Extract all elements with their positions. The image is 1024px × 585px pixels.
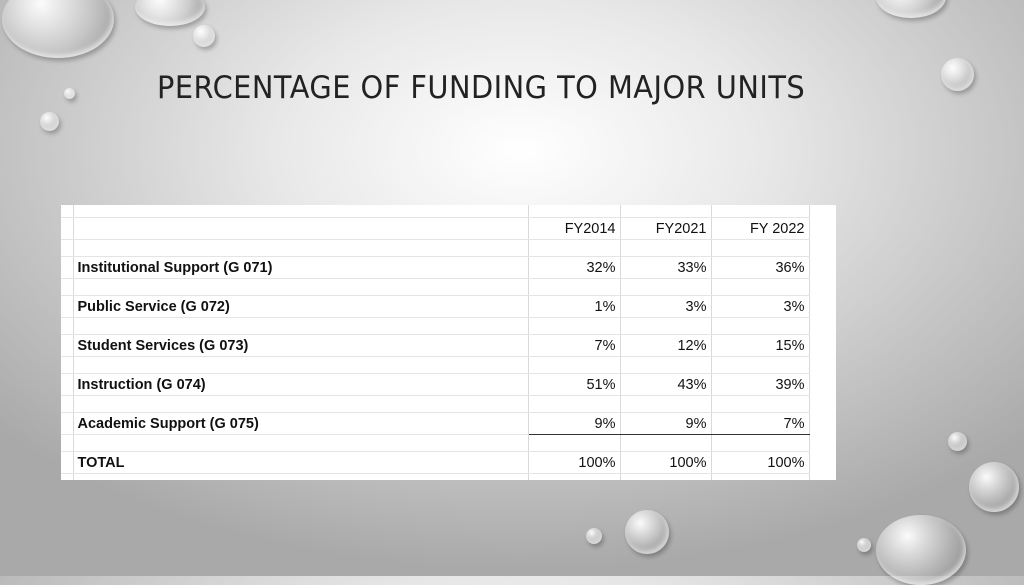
table-cell: 1% [528, 295, 621, 318]
water-drop-decoration [876, 515, 966, 585]
water-drop-decoration [876, 0, 946, 18]
table-cell: 15% [711, 334, 810, 357]
table-cell: 33% [620, 256, 712, 279]
table-cell: 100% [528, 451, 621, 474]
row-label: TOTAL [73, 451, 529, 474]
table-cell: 3% [711, 295, 810, 318]
column-header: FY2014 [528, 217, 621, 240]
slide-title: PERCENTAGE OF FUNDING TO MAJOR UNITS [157, 70, 806, 106]
table-cell: 7% [711, 412, 810, 435]
table-cell: 9% [528, 412, 621, 435]
water-drop-decoration [857, 538, 871, 552]
row-label: Institutional Support (G 071) [73, 256, 529, 279]
water-drop-decoration [941, 58, 974, 91]
row-label: Public Service (G 072) [73, 295, 529, 318]
table-cell: 7% [528, 334, 621, 357]
table-cell: 100% [711, 451, 810, 474]
table-cell: 36% [711, 256, 810, 279]
water-drop-decoration [969, 462, 1019, 512]
table-cell: 9% [620, 412, 712, 435]
funding-table-image: FY2014 FY2021 FY 2022 Institutional Supp… [61, 205, 836, 480]
table-cell: 32% [528, 256, 621, 279]
water-drop-decoration [586, 528, 602, 544]
table-row: Institutional Support (G 071) 32% 33% 36… [61, 256, 810, 279]
row-label: Instruction (G 074) [73, 373, 529, 396]
table-row: Student Services (G 073) 7% 12% 15% [61, 334, 810, 357]
table-spacer-row [61, 205, 810, 218]
row-label: Academic Support (G 075) [73, 412, 529, 435]
table-cell: 39% [711, 373, 810, 396]
table-cell: 3% [620, 295, 712, 318]
column-header: FY2021 [620, 217, 712, 240]
water-drop-decoration [40, 112, 59, 131]
table-cell: 43% [620, 373, 712, 396]
column-header: FY 2022 [711, 217, 810, 240]
water-drop-decoration [2, 0, 114, 58]
table-header-row: FY2014 FY2021 FY 2022 [61, 217, 810, 240]
table-cell: 100% [620, 451, 712, 474]
water-drop-decoration [135, 0, 205, 26]
water-drop-decoration [64, 88, 75, 99]
table-row: Public Service (G 072) 1% 3% 3% [61, 295, 810, 318]
funding-table: FY2014 FY2021 FY 2022 Institutional Supp… [61, 205, 810, 480]
water-drop-decoration [625, 510, 669, 554]
table-row: Instruction (G 074) 51% 43% 39% [61, 373, 810, 396]
table-row: Academic Support (G 075) 9% 9% 7% [61, 412, 810, 435]
table-cell: 12% [620, 334, 712, 357]
table-total-row: TOTAL 100% 100% 100% [61, 451, 810, 474]
water-drop-decoration [948, 432, 967, 451]
water-drop-decoration [193, 25, 215, 47]
row-label: Student Services (G 073) [73, 334, 529, 357]
table-cell: 51% [528, 373, 621, 396]
